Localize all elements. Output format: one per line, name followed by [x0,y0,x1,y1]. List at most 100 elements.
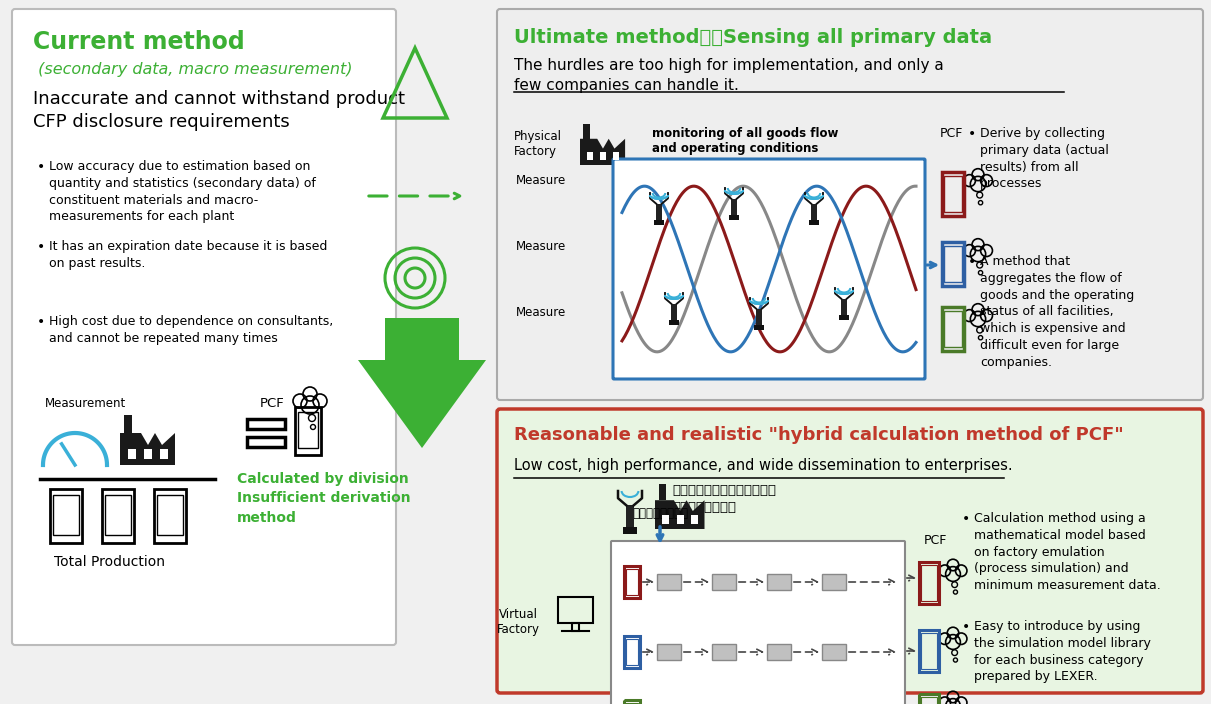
Bar [558,597,593,623]
FancyBboxPatch shape [497,409,1203,693]
Text: •: • [38,160,45,174]
Bar [822,644,846,660]
Bar [626,569,638,595]
Text: PCF: PCF [924,534,947,547]
Polygon shape [580,139,625,165]
Text: •: • [38,315,45,329]
Text: Easy to introduce by using
the simulation model library
for each business catego: Easy to introduce by using the simulatio… [974,620,1150,684]
Bar [247,437,285,447]
Bar [626,639,638,665]
Bar [919,562,939,604]
Bar [922,697,937,704]
Bar [658,574,681,590]
FancyBboxPatch shape [612,541,905,704]
Polygon shape [124,415,132,433]
Bar [626,703,638,704]
FancyBboxPatch shape [497,9,1203,400]
Bar [811,203,816,220]
Bar [922,633,937,669]
Bar [128,449,136,459]
Bar [729,215,740,220]
Bar [656,203,661,220]
Text: Derive by collecting
primary data (actual
results) from all
processes: Derive by collecting primary data (actua… [980,127,1109,190]
FancyBboxPatch shape [613,159,925,379]
Text: Measurement: Measurement [45,397,126,410]
Text: monitoring of all goods flow
and operating conditions: monitoring of all goods flow and operati… [652,127,838,155]
Bar [691,515,699,524]
FancyBboxPatch shape [12,9,396,645]
Text: Inaccurate and cannot withstand product
CFP disclosure requirements: Inaccurate and cannot withstand product … [33,90,404,131]
Text: A method that
aggregates the flow of
goods and the operating
status of all facil: A method that aggregates the flow of goo… [980,255,1135,369]
Bar [662,515,670,524]
Bar [668,320,679,325]
Bar [757,309,762,325]
Text: Ultimate method　（Sensing all primary data: Ultimate method （Sensing all primary dat… [513,28,992,47]
Bar [154,489,186,543]
Bar [50,489,82,543]
Text: Measure: Measure [516,174,567,187]
Text: PCF: PCF [940,127,964,140]
Text: 物理工場を事前に数理モデル
としてサイバー化: 物理工場を事前に数理モデル としてサイバー化 [672,484,776,514]
Bar [942,307,964,351]
Text: Physical
Factory: Physical Factory [513,130,562,158]
Bar [624,700,639,704]
Text: Virtual
Factory: Virtual Factory [497,608,539,636]
Bar [247,419,285,429]
Bar [622,527,637,534]
Text: •: • [968,255,976,269]
Bar [157,495,183,535]
Polygon shape [120,433,176,465]
Bar [654,220,665,225]
Bar [658,644,681,660]
Bar [586,152,593,160]
Text: The hurdles are too high for implementation, and only a
few companies can handle: The hurdles are too high for implementat… [513,58,943,92]
Bar [767,574,791,590]
Text: PCF: PCF [260,397,285,410]
Text: Measure: Measure [516,240,567,253]
Bar [753,325,764,330]
Bar [919,694,939,704]
Text: Measure: Measure [516,306,567,319]
Polygon shape [584,124,590,139]
Text: Calculated by division
Insufficient derivation
method: Calculated by division Insufficient deri… [237,472,411,525]
Polygon shape [655,501,705,529]
Bar [842,298,846,315]
Bar [809,220,820,225]
Polygon shape [358,318,486,448]
Bar [572,623,579,631]
Text: •: • [962,512,970,526]
Bar [945,311,962,347]
Text: Low cost, high performance, and wide dissemination to enterprises.: Low cost, high performance, and wide dis… [513,458,1012,473]
Text: Current method: Current method [33,30,245,54]
Text: •: • [968,127,976,141]
Text: High cost due to dependence on consultants,
and cannot be repeated many times: High cost due to dependence on consultan… [48,315,333,345]
Text: Calculation method using a
mathematical model based
on factory emulation
(proces: Calculation method using a mathematical … [974,512,1161,592]
Bar [767,644,791,660]
Bar [942,172,964,216]
Text: 最小の計測データ: 最小の計測データ [632,507,688,520]
Bar [712,644,736,660]
Bar [53,495,79,535]
Text: •: • [962,620,970,634]
Text: Low accuracy due to estimation based on
quantity and statistics (secondary data): Low accuracy due to estimation based on … [48,160,316,223]
Bar [838,315,849,320]
Bar [624,566,639,598]
Text: It has an expiration date because it is based
on past results.: It has an expiration date because it is … [48,240,327,270]
Bar [626,505,633,527]
Bar [105,495,131,535]
Text: Total Production: Total Production [54,555,166,569]
Bar [712,574,736,590]
Bar [613,152,619,160]
Text: •: • [38,240,45,254]
Bar [102,489,134,543]
Bar [144,449,153,459]
Bar [671,304,677,320]
Bar [945,176,962,212]
Bar [919,630,939,672]
Polygon shape [659,484,666,501]
Text: Reasonable and realistic "hybrid calculation method of PCF": Reasonable and realistic "hybrid calcula… [513,426,1124,444]
Bar [295,407,321,455]
Bar [298,412,318,448]
Bar [942,242,964,286]
Text: (secondary data, macro measurement): (secondary data, macro measurement) [33,62,352,77]
